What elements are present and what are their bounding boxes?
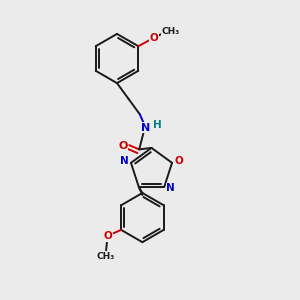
Text: N: N: [120, 156, 129, 166]
Text: O: O: [174, 156, 183, 166]
Text: N: N: [167, 184, 175, 194]
Text: O: O: [118, 141, 128, 151]
Text: O: O: [149, 33, 158, 43]
Text: CH₃: CH₃: [97, 252, 115, 261]
Text: H: H: [153, 120, 162, 130]
Text: O: O: [103, 231, 112, 241]
Text: CH₃: CH₃: [161, 27, 179, 36]
Text: N: N: [141, 123, 150, 133]
